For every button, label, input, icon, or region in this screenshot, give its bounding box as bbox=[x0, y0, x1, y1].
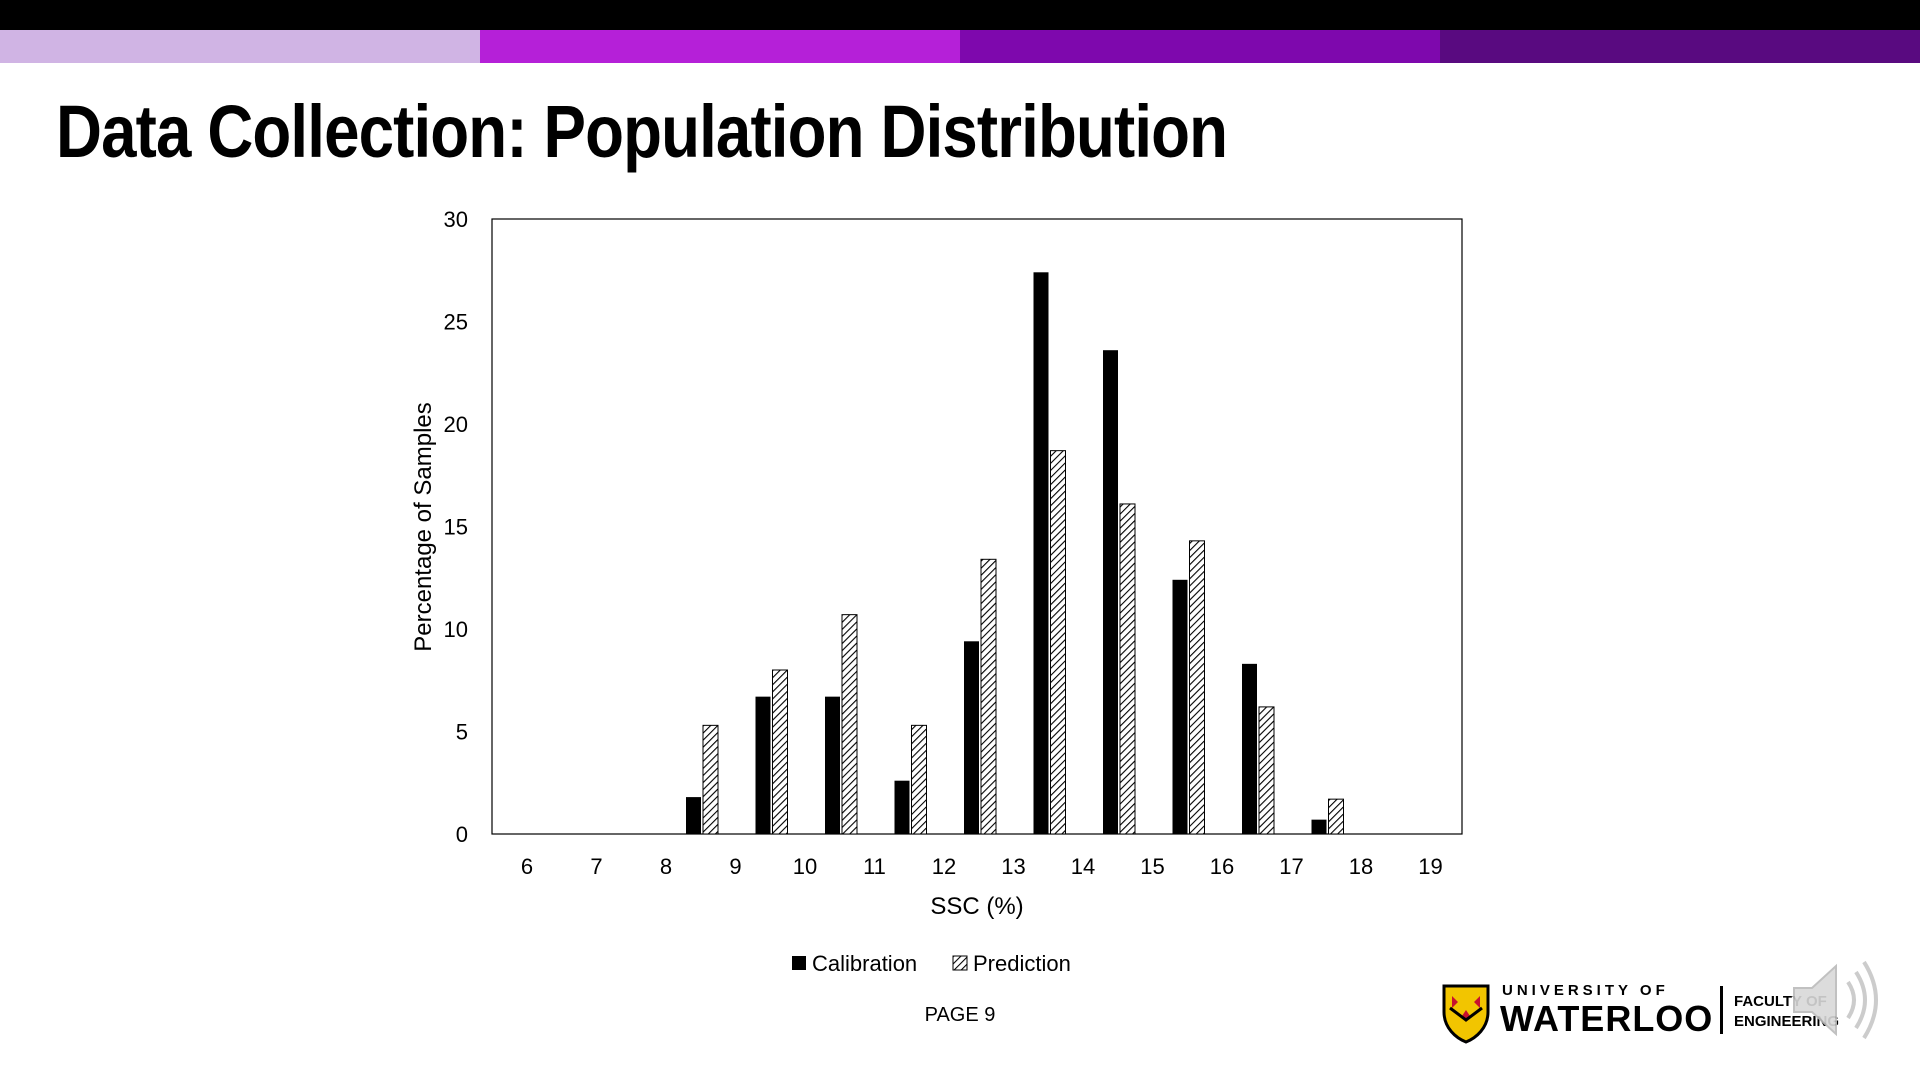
bar-prediction-12 bbox=[980, 558, 997, 835]
logo-waterloo: WATERLOO bbox=[1500, 998, 1714, 1039]
legend-swatch-calibration bbox=[792, 956, 806, 970]
accent-stripe-1 bbox=[0, 30, 480, 63]
university-logo: UNIVERSITY OF WATERLOO FACULTY OF ENGINE… bbox=[1440, 978, 1890, 1048]
logo-divider bbox=[1720, 986, 1723, 1034]
x-tick-labels: 6 7 8 9 10 11 12 13 14 15 16 17 18 19 bbox=[521, 854, 1443, 879]
bar-prediction-14 bbox=[1119, 503, 1136, 835]
x-tick-label: 9 bbox=[729, 854, 741, 879]
bars-group bbox=[686, 272, 1344, 835]
y-tick-label: 15 bbox=[444, 515, 468, 540]
x-tick-label: 19 bbox=[1418, 854, 1442, 879]
bar-prediction-11 bbox=[911, 724, 927, 835]
bar-calibration-16 bbox=[1242, 663, 1257, 834]
bar-calibration-13 bbox=[1033, 272, 1049, 834]
x-tick-label: 15 bbox=[1140, 854, 1164, 879]
y-tick-label: 30 bbox=[444, 207, 468, 232]
y-tick-labels: 0 5 10 15 20 25 30 bbox=[444, 207, 468, 847]
bar-calibration-12 bbox=[964, 641, 979, 834]
accent-stripe-4 bbox=[1440, 30, 1920, 63]
page-number: PAGE 9 bbox=[924, 1004, 996, 1026]
x-tick-label: 8 bbox=[660, 854, 672, 879]
waterloo-crest-icon bbox=[1442, 984, 1490, 1044]
y-axis-label: Percentage of Samples bbox=[410, 402, 437, 651]
x-tick-label: 13 bbox=[1001, 854, 1025, 879]
bar-prediction-16 bbox=[1258, 706, 1275, 835]
accent-stripe-3 bbox=[960, 30, 1440, 63]
logo-university-of: UNIVERSITY OF bbox=[1502, 982, 1669, 999]
legend: Calibration Prediction bbox=[792, 951, 1071, 976]
top-bar bbox=[0, 0, 1920, 30]
accent-stripe-2 bbox=[480, 30, 960, 63]
y-tick-label: 25 bbox=[444, 310, 468, 335]
x-tick-label: 18 bbox=[1349, 854, 1373, 879]
y-tick-label: 0 bbox=[456, 822, 468, 847]
logo-faculty-line2: ENGINEERING bbox=[1734, 1013, 1840, 1030]
bar-calibration-8 bbox=[686, 797, 701, 834]
legend-label-prediction: Prediction bbox=[973, 951, 1071, 976]
bar-prediction-10 bbox=[841, 614, 858, 835]
bar-prediction-13 bbox=[1050, 450, 1066, 835]
x-tick-label: 7 bbox=[590, 854, 602, 879]
x-tick-label: 17 bbox=[1279, 854, 1303, 879]
y-tick-label: 10 bbox=[444, 617, 468, 642]
x-axis-label: SSC (%) bbox=[930, 893, 1023, 920]
x-tick-label: 12 bbox=[932, 854, 956, 879]
y-tick-label: 5 bbox=[456, 720, 468, 745]
bar-calibration-10 bbox=[825, 696, 840, 834]
legend-swatch-prediction bbox=[952, 955, 968, 971]
bar-prediction-9 bbox=[772, 669, 788, 835]
bar-prediction-17 bbox=[1328, 798, 1344, 835]
slide-title: Data Collection: Population Distribution bbox=[56, 90, 1228, 173]
bar-prediction-15 bbox=[1189, 540, 1205, 835]
speaker-icon[interactable] bbox=[1786, 952, 1882, 1048]
bar-calibration-17 bbox=[1311, 819, 1327, 834]
x-tick-label: 16 bbox=[1210, 854, 1234, 879]
x-tick-label: 10 bbox=[793, 854, 817, 879]
x-tick-label: 6 bbox=[521, 854, 533, 879]
bar-calibration-9 bbox=[755, 696, 771, 834]
y-tick-label: 20 bbox=[444, 412, 468, 437]
bar-prediction-8 bbox=[702, 724, 719, 835]
x-tick-label: 11 bbox=[863, 854, 886, 879]
bar-calibration-14 bbox=[1103, 350, 1118, 834]
bar-calibration-15 bbox=[1172, 579, 1188, 834]
bar-calibration-11 bbox=[894, 780, 910, 834]
legend-label-calibration: Calibration bbox=[812, 951, 917, 976]
x-tick-label: 14 bbox=[1071, 854, 1095, 879]
